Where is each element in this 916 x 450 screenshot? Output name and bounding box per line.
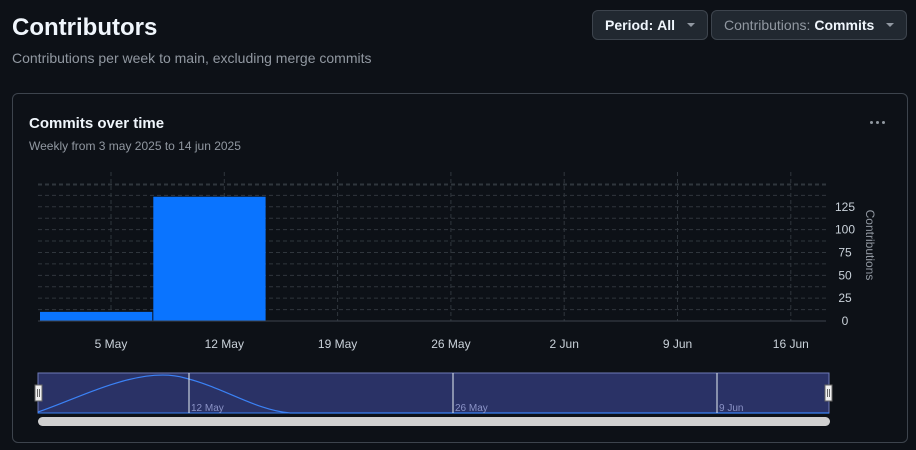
period-value: All [657, 17, 676, 33]
y-tick-label: 75 [838, 245, 852, 259]
y-tick-label: 100 [835, 223, 855, 237]
period-select-button[interactable]: Period: All [592, 10, 709, 40]
contributions-prefix: Contributions: [724, 17, 811, 33]
x-tick-label: 19 May [318, 337, 357, 351]
y-tick-label: 0 [842, 314, 849, 328]
caret-down-icon [886, 23, 895, 27]
x-tick-label: 12 May [205, 337, 244, 351]
navigator-left-handle[interactable] [34, 384, 43, 402]
page-subtitle: Contributions per week to main, excludin… [12, 50, 372, 66]
x-tick-label: 26 May [431, 337, 470, 351]
commit-bar[interactable] [153, 196, 266, 321]
x-tick-label: 9 Jun [663, 337, 692, 351]
contributions-select-button[interactable]: Contributions: Commits [711, 10, 908, 40]
card-subtitle: Weekly from 3 may 2025 to 14 jun 2025 [29, 139, 241, 153]
contributions-value: Commits [814, 17, 875, 33]
y-tick-label: 25 [838, 291, 852, 305]
caret-down-icon [687, 23, 696, 27]
navigator-right-handle[interactable] [824, 384, 833, 402]
x-tick-label: 2 Jun [550, 337, 579, 351]
navigator-label: 12 May [191, 403, 224, 414]
period-prefix: Period: [605, 17, 654, 33]
page-title: Contributors [12, 14, 158, 41]
commit-bar[interactable] [40, 311, 153, 321]
navigator-scrollbar[interactable] [38, 417, 830, 426]
navigator-label: 26 May [455, 403, 488, 414]
kebab-horizontal-icon[interactable] [865, 112, 889, 132]
x-tick-label: 5 May [95, 337, 128, 351]
y-tick-label: 125 [835, 200, 855, 214]
y-tick-label: 50 [838, 268, 852, 282]
navigator-range[interactable] [37, 372, 830, 414]
y-axis-label: Contributions [863, 210, 877, 281]
card-title: Commits over time [29, 115, 165, 132]
navigator-series-line [37, 374, 829, 414]
x-tick-label: 16 Jun [773, 337, 809, 351]
navigator-label: 9 Jun [719, 403, 743, 414]
